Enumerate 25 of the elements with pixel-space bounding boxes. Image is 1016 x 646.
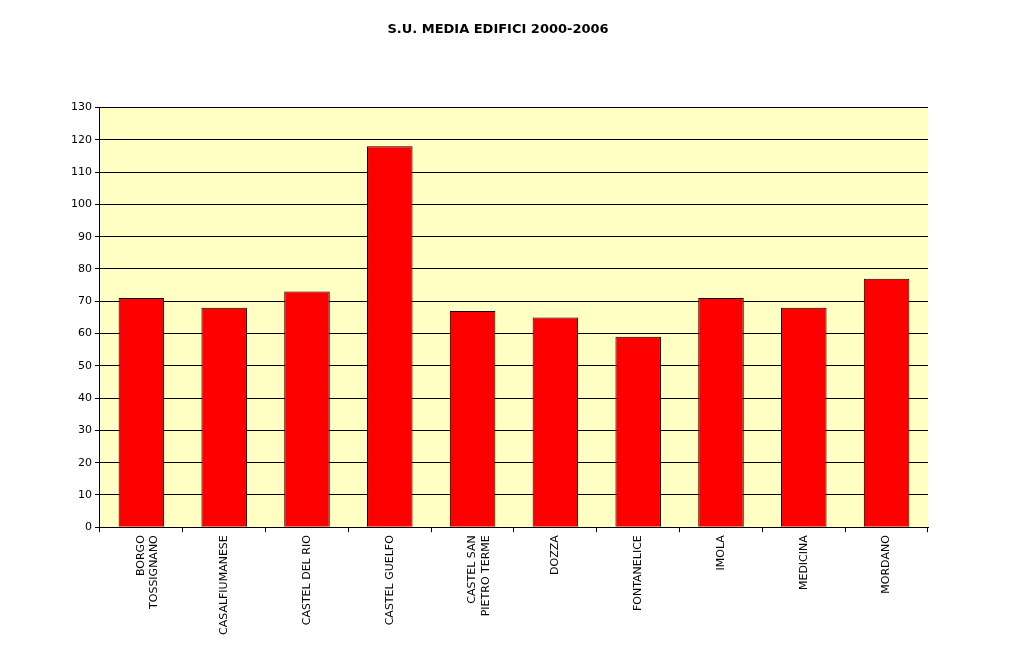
x-tick-label: IMOLA <box>713 534 727 571</box>
y-tick-label: 20 <box>78 455 92 469</box>
chart-title: S.U. MEDIA EDIFICI 2000-2006 <box>387 21 609 37</box>
y-tick-label: 50 <box>78 358 92 372</box>
y-tick-label: 80 <box>78 261 92 275</box>
y-tick-label: 60 <box>78 326 92 340</box>
y-tick-label: 30 <box>78 423 92 437</box>
y-tick-label: 70 <box>78 294 92 308</box>
x-tick-label: CASALFIUMANESE <box>217 535 231 635</box>
y-tick-label: 100 <box>71 197 92 211</box>
y-tick-label: 120 <box>71 132 92 146</box>
x-tick-label: CASTEL DEL RIO <box>299 534 313 626</box>
x-tick-label: DOZZA <box>548 534 562 575</box>
x-tick-label: CASTEL GUELFO <box>382 534 396 626</box>
x-tick-label: MORDANO <box>879 534 893 594</box>
x-tick-label: MEDICINA <box>796 534 810 591</box>
y-tick-label: 10 <box>78 487 92 501</box>
x-tick-label: CASTEL SAN PIETRO TERME <box>465 535 492 617</box>
x-tick-label: FONTANELICE <box>631 535 645 611</box>
x-tick-label: BORGO TOSSIGNANO <box>134 534 161 610</box>
y-tick-label: 90 <box>78 229 92 243</box>
y-tick-label: 40 <box>78 390 92 404</box>
y-tick-label: 110 <box>71 165 92 179</box>
y-tick-label: 0 <box>85 520 92 534</box>
y-tick-label: 130 <box>71 100 92 114</box>
